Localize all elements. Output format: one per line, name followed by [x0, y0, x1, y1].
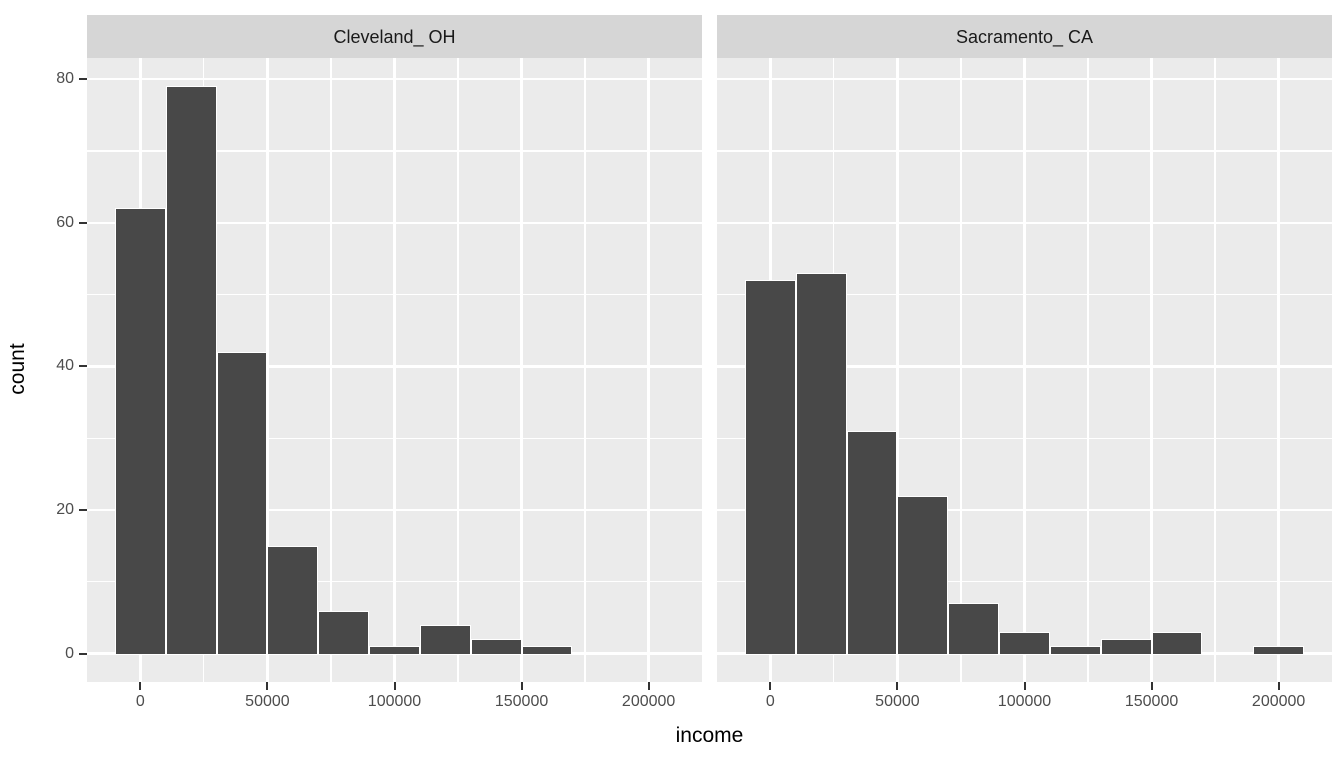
x-axis-tick — [139, 682, 142, 690]
x-axis-tick-label: 100000 — [367, 693, 422, 710]
x-axis-tick — [266, 682, 269, 690]
histogram-bar — [318, 610, 370, 654]
y-axis-tick — [79, 509, 87, 512]
major-gridline-x — [520, 58, 523, 682]
x-axis-tick — [393, 682, 396, 690]
minor-gridline-x — [330, 58, 332, 682]
minor-gridline-x — [1087, 58, 1089, 682]
major-gridline-x — [1023, 58, 1026, 682]
major-gridline-x — [393, 58, 396, 682]
major-gridline-x — [266, 58, 269, 682]
facet-strip: Cleveland_ OH — [87, 15, 702, 58]
histogram-bar — [165, 86, 217, 654]
histogram-bar — [267, 545, 319, 654]
y-axis-tick-label: 40 — [56, 357, 74, 375]
y-axis-tick — [79, 652, 87, 655]
histogram-bar — [1100, 639, 1152, 654]
y-axis-tick-label: 60 — [56, 213, 74, 231]
x-axis-tick — [647, 682, 650, 690]
x-axis-tick — [896, 682, 899, 690]
x-axis-tick-label: 200000 — [1251, 693, 1306, 710]
histogram-bar — [1151, 632, 1203, 654]
x-axis-tick-label: 100000 — [997, 693, 1052, 710]
x-axis-tick-label: 50000 — [875, 693, 920, 710]
histogram-bar — [470, 639, 522, 654]
y-axis-tick-label: 80 — [56, 70, 74, 88]
histogram-bar — [216, 352, 268, 654]
histogram-bar — [369, 646, 420, 654]
x-axis-tick — [1277, 682, 1280, 690]
histogram-bar — [948, 603, 1000, 654]
facet-strip-label: Sacramento_ CA — [955, 26, 1094, 47]
x-axis-tick-label: 200000 — [621, 693, 676, 710]
y-axis-tick-label: 0 — [65, 644, 74, 662]
histogram-bar — [1253, 646, 1305, 654]
histogram-bar — [846, 431, 898, 654]
x-axis-title: income — [675, 724, 744, 747]
histogram-bar — [744, 280, 796, 654]
major-gridline-x — [1277, 58, 1280, 682]
histogram-bar — [897, 495, 949, 654]
x-axis-tick-label: 150000 — [494, 693, 549, 710]
x-axis-tick — [769, 682, 772, 690]
minor-gridline-x — [457, 58, 459, 682]
y-axis-tick — [79, 221, 87, 224]
histogram-bar — [114, 208, 166, 654]
x-axis-tick-label: 50000 — [245, 693, 290, 710]
minor-gridline-x — [1214, 58, 1216, 682]
y-axis-tick-label: 20 — [56, 501, 74, 519]
histogram-bar — [419, 624, 471, 654]
histogram-bar — [795, 273, 847, 654]
minor-gridline-x — [584, 58, 586, 682]
minor-gridline-x — [960, 58, 962, 682]
x-axis-tick — [520, 682, 523, 690]
x-axis-tick-label: 150000 — [1124, 693, 1179, 710]
y-axis-tick — [79, 365, 87, 368]
y-axis-tick — [79, 78, 87, 81]
histogram-bar — [521, 646, 573, 654]
x-axis-tick-label: 0 — [765, 693, 775, 710]
major-gridline-x — [1150, 58, 1153, 682]
major-gridline-x — [647, 58, 650, 682]
x-axis-tick — [1023, 682, 1026, 690]
histogram-bar — [1049, 646, 1101, 654]
facet-strip: Sacramento_ CA — [717, 15, 1332, 58]
facet-strip-label: Cleveland_ OH — [333, 26, 456, 47]
x-axis-tick — [1150, 682, 1153, 690]
histogram-bar — [999, 632, 1050, 654]
x-axis-tick-label: 0 — [135, 693, 145, 710]
major-gridline-x — [896, 58, 899, 682]
